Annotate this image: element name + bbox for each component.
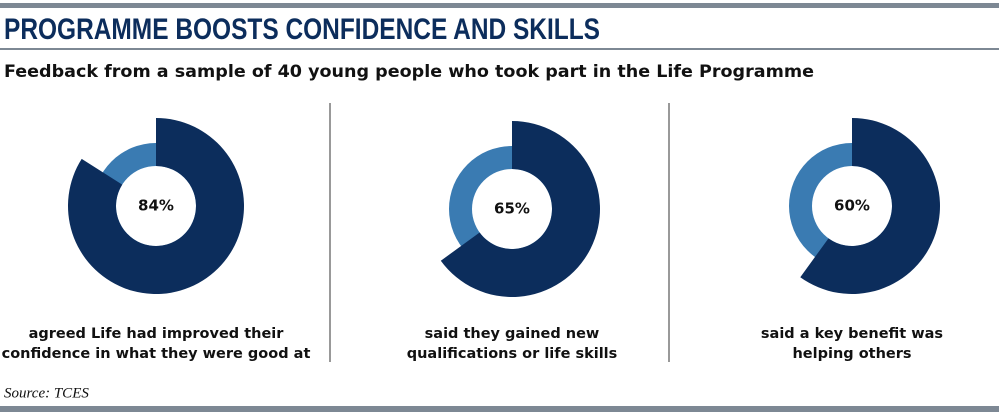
value-label: 65% [494,200,530,218]
title: PROGRAMME BOOSTS CONFIDENCE AND SKILLS [4,13,600,46]
caption: said they gained new [425,326,600,342]
donut-segment [800,118,941,295]
caption: qualifications or life skills [407,346,618,362]
caption: confidence in what they were good at [2,346,311,362]
donut-segment [440,121,600,297]
caption: helping others [792,346,911,362]
source: Source: TCES [4,385,89,401]
top-rule [0,3,999,8]
caption: said a key benefit was [761,326,943,342]
donut-segment [67,118,244,294]
subtitle: Feedback from a sample of 40 young peopl… [4,62,814,82]
value-label: 84% [138,197,174,215]
title-rule [0,48,999,50]
caption: agreed Life had improved their [29,326,285,342]
value-label: 60% [834,197,870,215]
bottom-rule [0,406,999,412]
